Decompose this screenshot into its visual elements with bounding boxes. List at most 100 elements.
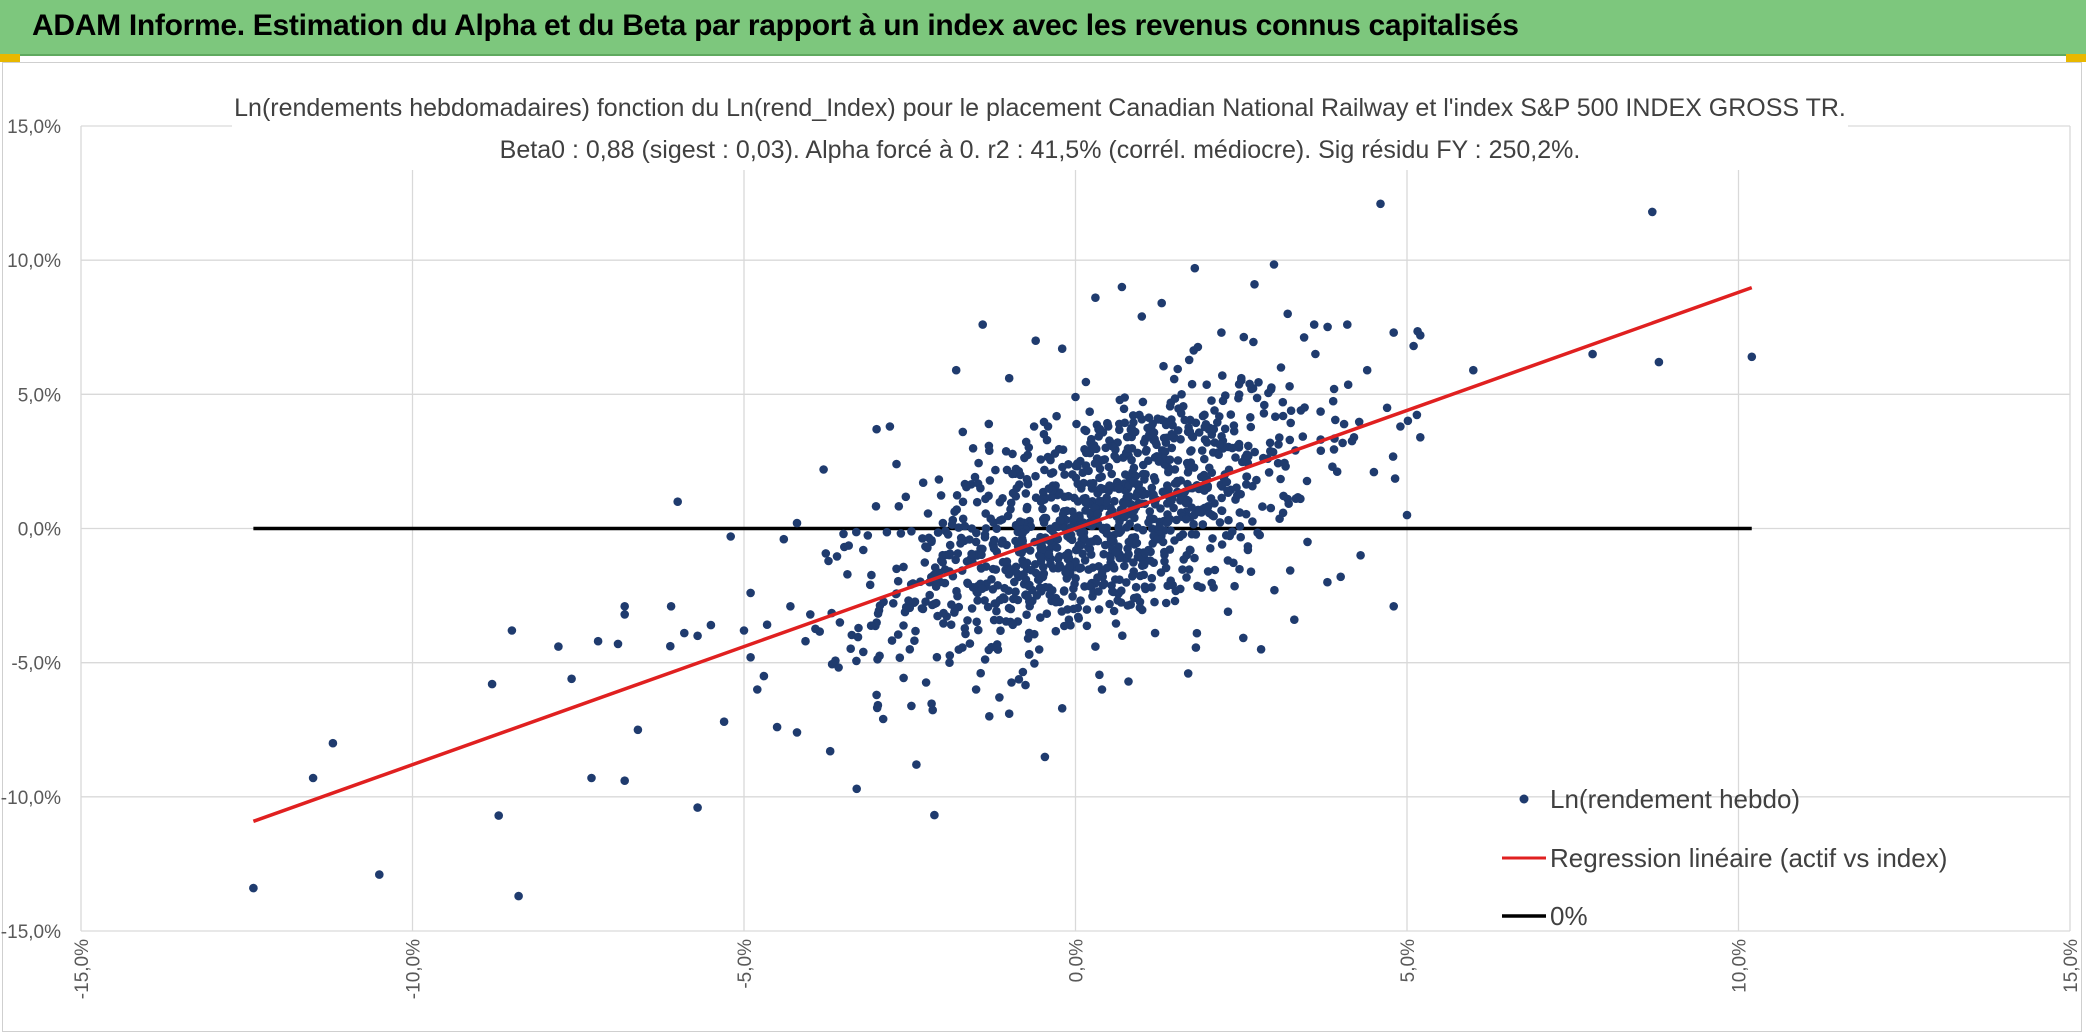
data-point [779,534,789,544]
data-point [1085,407,1094,417]
data-point [1248,481,1257,491]
data-point [1081,377,1091,387]
data-point [1097,568,1107,577]
data-point [1195,507,1204,517]
data-point [1093,536,1103,546]
data-point [1184,462,1193,471]
y-tick-label: -5,0% [11,654,61,675]
data-point [1075,564,1084,573]
data-point [938,518,948,528]
data-point [620,602,629,611]
data-point [960,521,970,531]
data-point [882,527,892,537]
data-point [958,514,968,524]
data-point [1011,587,1020,597]
data-point [1311,349,1320,359]
data-point [1181,498,1191,508]
data-point [943,530,953,539]
data-point [1031,336,1040,346]
legend-label-zero: 0% [1550,901,1588,931]
data-point [1122,432,1132,442]
data-point [989,535,999,545]
data-point [1217,540,1227,549]
data-point [1396,422,1405,431]
data-point [1091,642,1100,651]
data-point [1299,333,1309,342]
data-point [1006,505,1015,514]
data-point [1014,675,1024,684]
data-point [970,472,980,482]
data-point [899,621,908,630]
data-point [1149,490,1158,500]
data-point [996,626,1005,635]
data-point [981,494,990,504]
data-point [1019,570,1028,579]
data-point [1081,448,1091,458]
legend: Ln(rendement hebdo) Regression linéaire … [1502,784,1947,931]
data-point [835,618,845,627]
data-point [1252,393,1262,403]
data-point [1020,453,1029,463]
data-point [1203,502,1213,511]
data-point [984,419,994,429]
data-point [1403,416,1413,426]
data-point [1347,436,1357,446]
x-tick-label: -5,0% [735,939,756,989]
data-point [1654,357,1664,367]
data-point [1128,426,1138,436]
data-point [1132,538,1142,548]
data-point [1332,467,1342,477]
data-point [1178,565,1187,574]
data-point [1117,586,1126,595]
data-point [1192,628,1202,638]
data-point [1270,585,1279,595]
data-point [1156,504,1165,513]
data-point [1234,439,1244,449]
data-point [1193,581,1202,591]
data-point [1250,280,1259,289]
data-point [1200,454,1209,464]
data-point [1338,438,1347,448]
data-point [936,491,946,500]
data-point [907,527,916,536]
data-point [1369,467,1379,477]
data-point [1138,397,1148,407]
data-point [1094,432,1103,441]
data-point [1200,435,1210,444]
data-point [1163,581,1172,590]
data-point [1244,441,1253,451]
data-point [1138,525,1148,535]
data-point [1185,545,1195,555]
data-point [1376,199,1385,209]
data-point [1316,407,1325,416]
data-point [865,580,875,590]
data-point [1389,602,1398,611]
regression-line [252,285,1753,823]
data-point [1268,447,1278,457]
data-point [1051,626,1061,636]
data-point [1217,506,1227,516]
data-point [1220,424,1230,434]
data-point [927,536,936,545]
data-point [1249,337,1258,347]
data-point [839,529,848,539]
data-point [1231,495,1240,504]
data-point [1061,568,1070,577]
data-point [1113,596,1122,605]
data-point [1229,421,1239,430]
data-point [1121,499,1131,509]
data-point [1036,497,1046,506]
data-point [1043,422,1053,431]
data-point [1390,474,1400,483]
data-point [1131,582,1141,592]
data-point [998,494,1007,503]
data-point [1193,342,1203,352]
data-point [1128,572,1137,581]
data-point [1148,419,1157,429]
data-point [1285,382,1294,391]
data-point [1029,422,1039,431]
data-point [1023,634,1033,643]
data-point [1115,425,1124,435]
data-point [1354,417,1364,427]
data-point [1184,565,1194,574]
